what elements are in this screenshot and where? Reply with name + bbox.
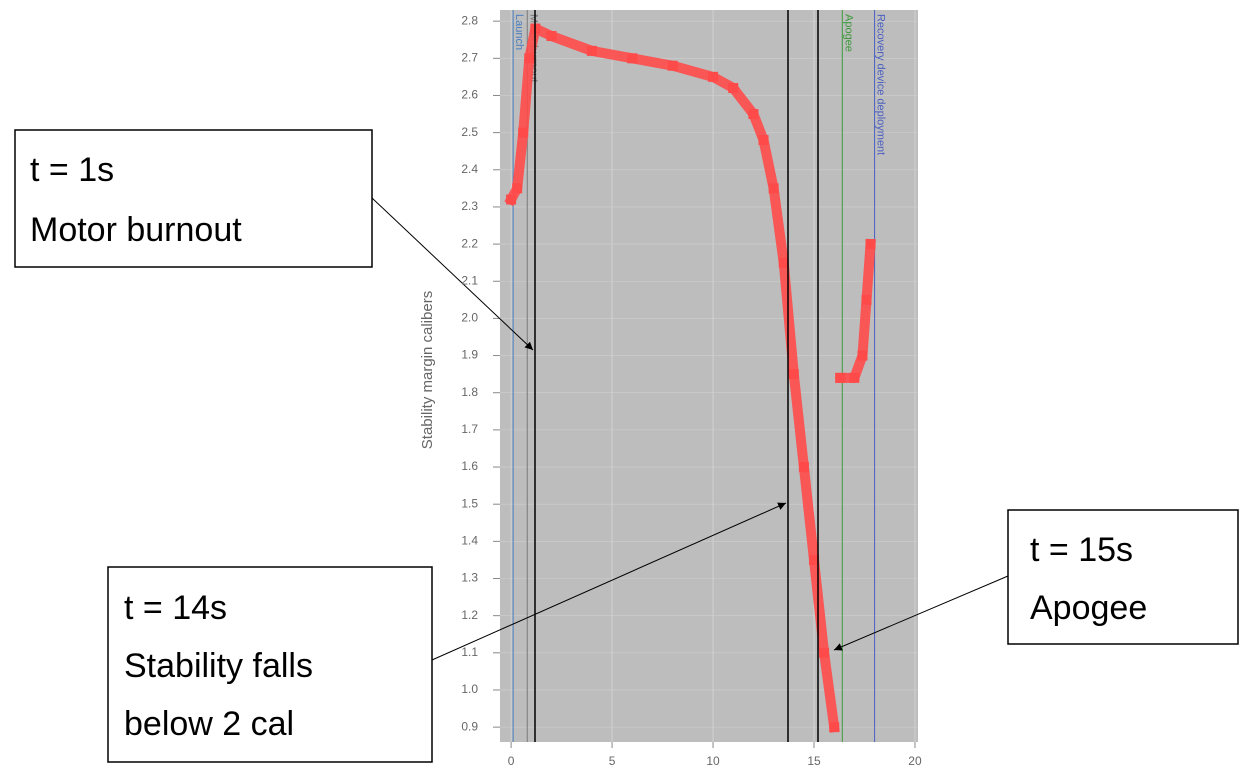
y-tick-label: 1.7 — [461, 422, 478, 436]
y-tick-label: 2.6 — [461, 88, 478, 102]
data-point — [708, 71, 719, 82]
arrow — [833, 575, 1009, 651]
data-point — [778, 257, 789, 268]
data-point — [748, 109, 759, 120]
y-tick-label: 1.6 — [461, 459, 478, 473]
data-point — [627, 53, 638, 64]
y-tick-label: 2.0 — [461, 311, 478, 325]
data-point — [819, 647, 830, 658]
event-label: Recovery device deployment — [875, 14, 887, 155]
annotation-text: Motor burnout — [30, 211, 242, 249]
x-tick-label: 15 — [807, 754, 821, 768]
y-tick-label: 1.5 — [461, 496, 478, 510]
y-tick-label: 1.3 — [461, 571, 478, 585]
y-tick-label: 1.2 — [461, 608, 478, 622]
y-tick-label: 2.8 — [461, 13, 478, 27]
x-tick-label: 10 — [706, 754, 720, 768]
annotation-text: Stability falls — [124, 647, 313, 685]
y-tick-label: 2.7 — [461, 50, 478, 64]
y-tick-label: 1.4 — [461, 534, 478, 548]
data-point — [849, 372, 860, 383]
x-tick-label: 5 — [609, 754, 616, 768]
y-tick-label: 2.3 — [461, 199, 478, 213]
annotation-text: t = 15s — [1030, 531, 1133, 569]
y-tick-label: 1.8 — [461, 385, 478, 399]
data-point — [586, 45, 597, 56]
annotation-text: Apogee — [1030, 589, 1147, 627]
data-point — [861, 294, 872, 305]
data-point — [512, 183, 523, 194]
event-label: Launch — [513, 14, 525, 50]
y-tick-label: 1.1 — [461, 645, 478, 659]
data-point — [835, 372, 846, 383]
event-label: Apogee — [842, 14, 854, 52]
arrow — [371, 197, 534, 351]
y-tick-label: 1.0 — [461, 682, 478, 696]
data-point — [798, 462, 809, 473]
annotation-box — [14, 129, 373, 268]
data-point — [809, 554, 820, 565]
arrow — [431, 502, 787, 661]
data-point — [829, 722, 840, 733]
y-tick-label: 2.5 — [461, 125, 478, 139]
x-tick-label: 0 — [508, 754, 515, 768]
y-tick-label: 1.9 — [461, 348, 478, 362]
data-point — [518, 127, 529, 138]
data-point — [524, 53, 535, 64]
y-tick-label: 2.4 — [461, 162, 478, 176]
data-point — [865, 239, 876, 250]
data-point — [667, 60, 678, 71]
y-tick-label: 2.2 — [461, 236, 478, 250]
data-point — [857, 350, 868, 361]
y-tick-label: 2.1 — [461, 273, 478, 287]
annotation-text: below 2 cal — [124, 705, 294, 743]
x-tick-label: 20 — [908, 754, 922, 768]
data-point — [758, 135, 769, 146]
annotation-box — [107, 566, 433, 763]
annotation-box — [1007, 509, 1239, 645]
data-point — [506, 194, 517, 205]
data-point — [768, 183, 779, 194]
y-tick-label: 0.9 — [461, 719, 478, 733]
y-axis-label: Stability margin calibers — [419, 291, 436, 449]
data-point — [788, 369, 799, 380]
data-point — [728, 83, 739, 94]
annotation-text: t = 1s — [30, 151, 114, 189]
data-point — [546, 31, 557, 42]
annotation-text: t = 14s — [124, 589, 227, 627]
